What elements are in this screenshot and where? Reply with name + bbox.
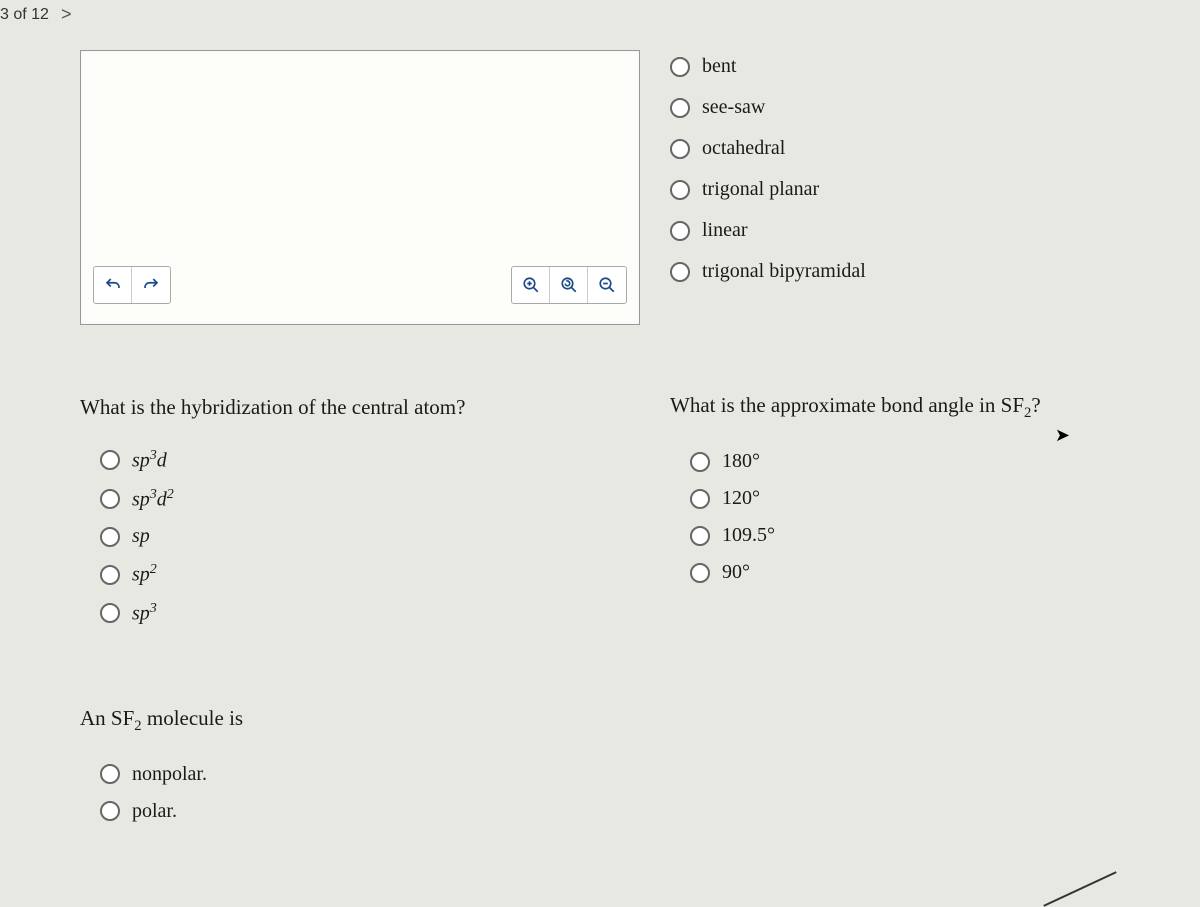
radio-option[interactable]: sp3d <box>100 448 640 473</box>
radio-option[interactable]: 180° <box>690 450 1130 473</box>
radio-option[interactable]: polar. <box>100 800 640 823</box>
radio-circle-icon <box>670 139 690 159</box>
bondangle-question: What is the approximate bond angle in SF… <box>670 393 1130 584</box>
question-pager: 3 of 12 > <box>0 4 71 25</box>
undo-button[interactable] <box>94 267 132 303</box>
left-column: What is the hybridization of the central… <box>80 50 640 823</box>
radio-circle-icon <box>100 489 120 509</box>
radio-label: 90° <box>722 561 750 584</box>
bondangle-options: 180° 120° 109.5° 90° <box>690 450 1130 584</box>
redo-button[interactable] <box>132 267 170 303</box>
canvas-toolbar <box>93 266 627 304</box>
radio-circle-icon <box>100 527 120 547</box>
radio-label: octahedral <box>702 137 785 160</box>
radio-option[interactable]: see-saw <box>670 96 1130 119</box>
radio-label: sp3d <box>132 448 167 473</box>
pager-next-button[interactable]: > <box>61 4 72 25</box>
radio-label: polar. <box>132 800 177 823</box>
shape-question: bent see-saw octahedral trigonal planar line… <box>670 55 1130 283</box>
radio-option[interactable]: 109.5° <box>690 524 1130 547</box>
reset-zoom-button[interactable] <box>550 267 588 303</box>
radio-circle-icon <box>690 489 710 509</box>
radio-label: 120° <box>722 487 760 510</box>
radio-circle-icon <box>690 526 710 546</box>
radio-circle-icon <box>670 57 690 77</box>
drawing-canvas[interactable] <box>80 50 640 325</box>
undo-icon <box>104 276 122 294</box>
radio-label: linear <box>702 219 748 242</box>
radio-circle-icon <box>670 262 690 282</box>
radio-circle-icon <box>100 450 120 470</box>
radio-circle-icon <box>100 764 120 784</box>
right-column: bent see-saw octahedral trigonal planar line… <box>670 55 1130 584</box>
radio-label: trigonal planar <box>702 178 819 201</box>
radio-option[interactable]: linear <box>670 219 1130 242</box>
radio-option[interactable]: sp2 <box>100 562 640 587</box>
content-area: What is the hybridization of the central… <box>80 50 1160 900</box>
radio-circle-icon <box>100 565 120 585</box>
radio-option[interactable]: sp3 <box>100 601 640 626</box>
pager-position: 3 of 12 <box>0 6 49 24</box>
radio-circle-icon <box>670 98 690 118</box>
bondangle-prompt: What is the approximate bond angle in SF… <box>670 393 1130 422</box>
history-tools <box>93 266 171 304</box>
radio-label: see-saw <box>702 96 765 119</box>
radio-label: 109.5° <box>722 524 775 547</box>
radio-option[interactable]: sp <box>100 525 640 548</box>
zoom-tools <box>511 266 627 304</box>
radio-circle-icon <box>100 801 120 821</box>
radio-label: nonpolar. <box>132 763 207 786</box>
radio-circle-icon <box>690 563 710 583</box>
redo-icon <box>142 276 160 294</box>
polarity-question: An SF2 molecule is nonpolar. polar. <box>80 706 640 823</box>
radio-label: bent <box>702 55 736 78</box>
radio-option[interactable]: trigonal bipyramidal <box>670 260 1130 283</box>
radio-option[interactable]: bent <box>670 55 1130 78</box>
hybridization-question: What is the hybridization of the central… <box>80 395 640 626</box>
radio-option[interactable]: 120° <box>690 487 1130 510</box>
hybridization-options: sp3d sp3d2 sp sp2 sp3 <box>100 448 640 626</box>
shape-options: bent see-saw octahedral trigonal planar line… <box>670 55 1130 283</box>
radio-option[interactable]: trigonal planar <box>670 178 1130 201</box>
radio-label: sp3 <box>132 601 157 626</box>
zoom-out-icon <box>598 276 616 294</box>
radio-option[interactable]: 90° <box>690 561 1130 584</box>
polarity-prompt: An SF2 molecule is <box>80 706 640 735</box>
reset-zoom-icon <box>560 276 578 294</box>
radio-circle-icon <box>670 180 690 200</box>
radio-label: sp <box>132 525 150 548</box>
radio-circle-icon <box>100 603 120 623</box>
radio-label: sp3d2 <box>132 487 174 512</box>
radio-circle-icon <box>690 452 710 472</box>
radio-circle-icon <box>670 221 690 241</box>
radio-label: trigonal bipyramidal <box>702 260 866 283</box>
cursor-icon: ➤ <box>1055 425 1070 446</box>
zoom-in-button[interactable] <box>512 267 550 303</box>
radio-option[interactable]: sp3d2 <box>100 487 640 512</box>
radio-label: sp2 <box>132 562 157 587</box>
radio-label: 180° <box>722 450 760 473</box>
zoom-in-icon <box>522 276 540 294</box>
zoom-out-button[interactable] <box>588 267 626 303</box>
radio-option[interactable]: nonpolar. <box>100 763 640 786</box>
radio-option[interactable]: octahedral <box>670 137 1130 160</box>
polarity-options: nonpolar. polar. <box>100 763 640 823</box>
hybridization-prompt: What is the hybridization of the central… <box>80 395 640 420</box>
